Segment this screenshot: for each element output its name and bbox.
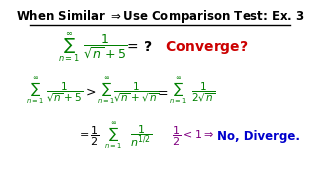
Text: $\sum_{n=1}^{\infty}$: $\sum_{n=1}^{\infty}$ — [169, 76, 187, 107]
Text: Converge$\mathbf{?}$: Converge$\mathbf{?}$ — [165, 39, 249, 56]
Text: $\sum_{n=1}^{\infty}$: $\sum_{n=1}^{\infty}$ — [27, 76, 45, 107]
Text: $=\dfrac{1}{2}$: $=\dfrac{1}{2}$ — [77, 124, 100, 148]
Text: $\dfrac{1}{\sqrt{n}+5}$: $\dfrac{1}{\sqrt{n}+5}$ — [83, 33, 127, 62]
Text: When Similar $\Rightarrow$Use Comparison Test: Ex. 3: When Similar $\Rightarrow$Use Comparison… — [16, 8, 304, 26]
Text: $=\,\mathbf{?}$: $=\,\mathbf{?}$ — [124, 40, 152, 55]
Text: $\dfrac{1}{2\sqrt{n}}$: $\dfrac{1}{2\sqrt{n}}$ — [191, 80, 215, 104]
Text: $\sum_{n=1}^{\infty}$: $\sum_{n=1}^{\infty}$ — [58, 30, 80, 64]
Text: $\dfrac{1}{\sqrt{n}+\sqrt{n}}$: $\dfrac{1}{\sqrt{n}+\sqrt{n}}$ — [113, 80, 160, 104]
Text: $\dfrac{1}{2} < 1 \Rightarrow$: $\dfrac{1}{2} < 1 \Rightarrow$ — [172, 124, 214, 148]
Text: No, Diverge.: No, Diverge. — [217, 130, 300, 143]
Text: $\dfrac{1}{n^{1/2}}$: $\dfrac{1}{n^{1/2}}$ — [130, 123, 152, 149]
Text: $=$: $=$ — [155, 85, 168, 98]
Text: $\sum_{n=1}^{\infty}$: $\sum_{n=1}^{\infty}$ — [97, 76, 115, 107]
Text: $\sum_{n=1}^{\infty}$: $\sum_{n=1}^{\infty}$ — [104, 121, 122, 152]
Text: $\dfrac{1}{\sqrt{n}+5}$: $\dfrac{1}{\sqrt{n}+5}$ — [46, 80, 83, 104]
Text: $>$: $>$ — [83, 85, 96, 98]
